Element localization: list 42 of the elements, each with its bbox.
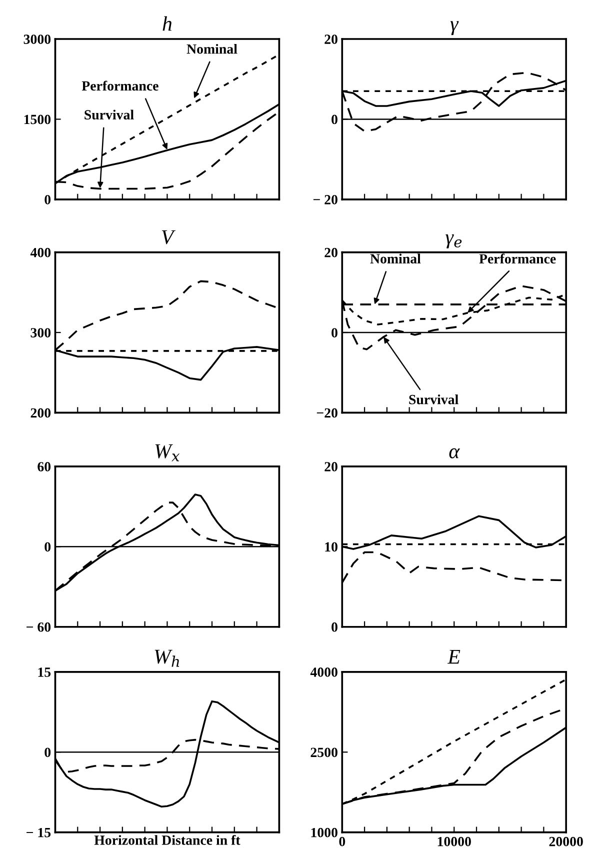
y-tick-label: 0 <box>332 622 338 632</box>
y-tick-label: 15 <box>38 668 51 677</box>
annotation: Survival <box>84 110 134 120</box>
x-axis-title: Horizontal Distance in ft <box>94 834 240 845</box>
y-tick-label: −20 <box>316 408 338 418</box>
y-tick-label: 1000 <box>311 828 338 838</box>
y-tick-label: 20 <box>324 34 338 44</box>
y-tick-label: − 60 <box>26 622 51 632</box>
y-tick-label: 0 <box>44 542 51 552</box>
y-tick-label: 0 <box>332 114 338 124</box>
y-tick-label: 400 <box>30 248 51 258</box>
y-tick-label: − 15 <box>26 828 51 838</box>
y-tick-label: 3000 <box>24 34 51 44</box>
chart-title: W$_{h}$ <box>154 650 180 667</box>
chart-title: W$_{x}$ <box>155 444 180 462</box>
chart-title: V <box>162 230 176 244</box>
y-tick-label: 4000 <box>310 668 338 677</box>
x-tick-label: 10000 <box>438 836 471 846</box>
chart-title: E <box>448 650 460 664</box>
y-tick-label: 20 <box>324 248 338 258</box>
chart-title: α <box>449 448 460 458</box>
annotation: Survival <box>409 394 458 404</box>
y-tick-label: 0 <box>332 328 338 338</box>
y-tick-label: 1500 <box>24 114 51 124</box>
annotation: Performance <box>82 80 158 91</box>
y-tick-label: − 20 <box>313 194 338 204</box>
y-tick-label: 60 <box>38 462 51 472</box>
chart-title: γ <box>450 21 459 36</box>
y-tick-label: 200 <box>30 408 51 418</box>
chart-title: γ$_{e}$ <box>446 234 462 248</box>
chart-title: h <box>162 16 172 31</box>
y-tick-label: 10 <box>325 542 338 552</box>
y-tick-label: 20 <box>324 462 338 472</box>
y-tick-label: 0 <box>44 748 51 758</box>
annotation: Nominal <box>370 254 421 264</box>
x-tick-label: 20000 <box>549 836 583 846</box>
y-tick-label: 2500 <box>310 748 338 758</box>
y-tick-label: 300 <box>30 328 51 338</box>
y-tick-label: 0 <box>44 194 51 204</box>
x-tick-label: 0 <box>339 836 346 846</box>
annotation: Performance <box>479 254 556 264</box>
annotation: Nominal <box>186 44 238 54</box>
